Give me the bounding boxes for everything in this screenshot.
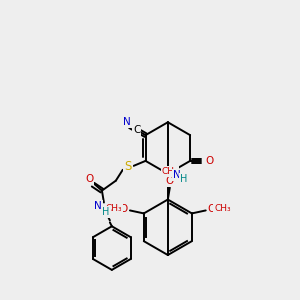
- Text: O: O: [206, 156, 214, 166]
- Text: C: C: [133, 125, 140, 135]
- Text: N: N: [173, 170, 181, 180]
- Text: H: H: [102, 207, 110, 218]
- Text: H: H: [180, 174, 187, 184]
- Text: S: S: [124, 160, 131, 173]
- Text: CH₃: CH₃: [214, 204, 231, 213]
- Text: N: N: [123, 117, 131, 127]
- Text: N: N: [94, 202, 102, 212]
- Text: CH₃: CH₃: [161, 167, 178, 176]
- Text: O: O: [166, 176, 174, 186]
- Text: O: O: [208, 204, 216, 214]
- Text: CH₃: CH₃: [106, 204, 122, 213]
- Text: O: O: [120, 204, 128, 214]
- Text: O: O: [85, 174, 93, 184]
